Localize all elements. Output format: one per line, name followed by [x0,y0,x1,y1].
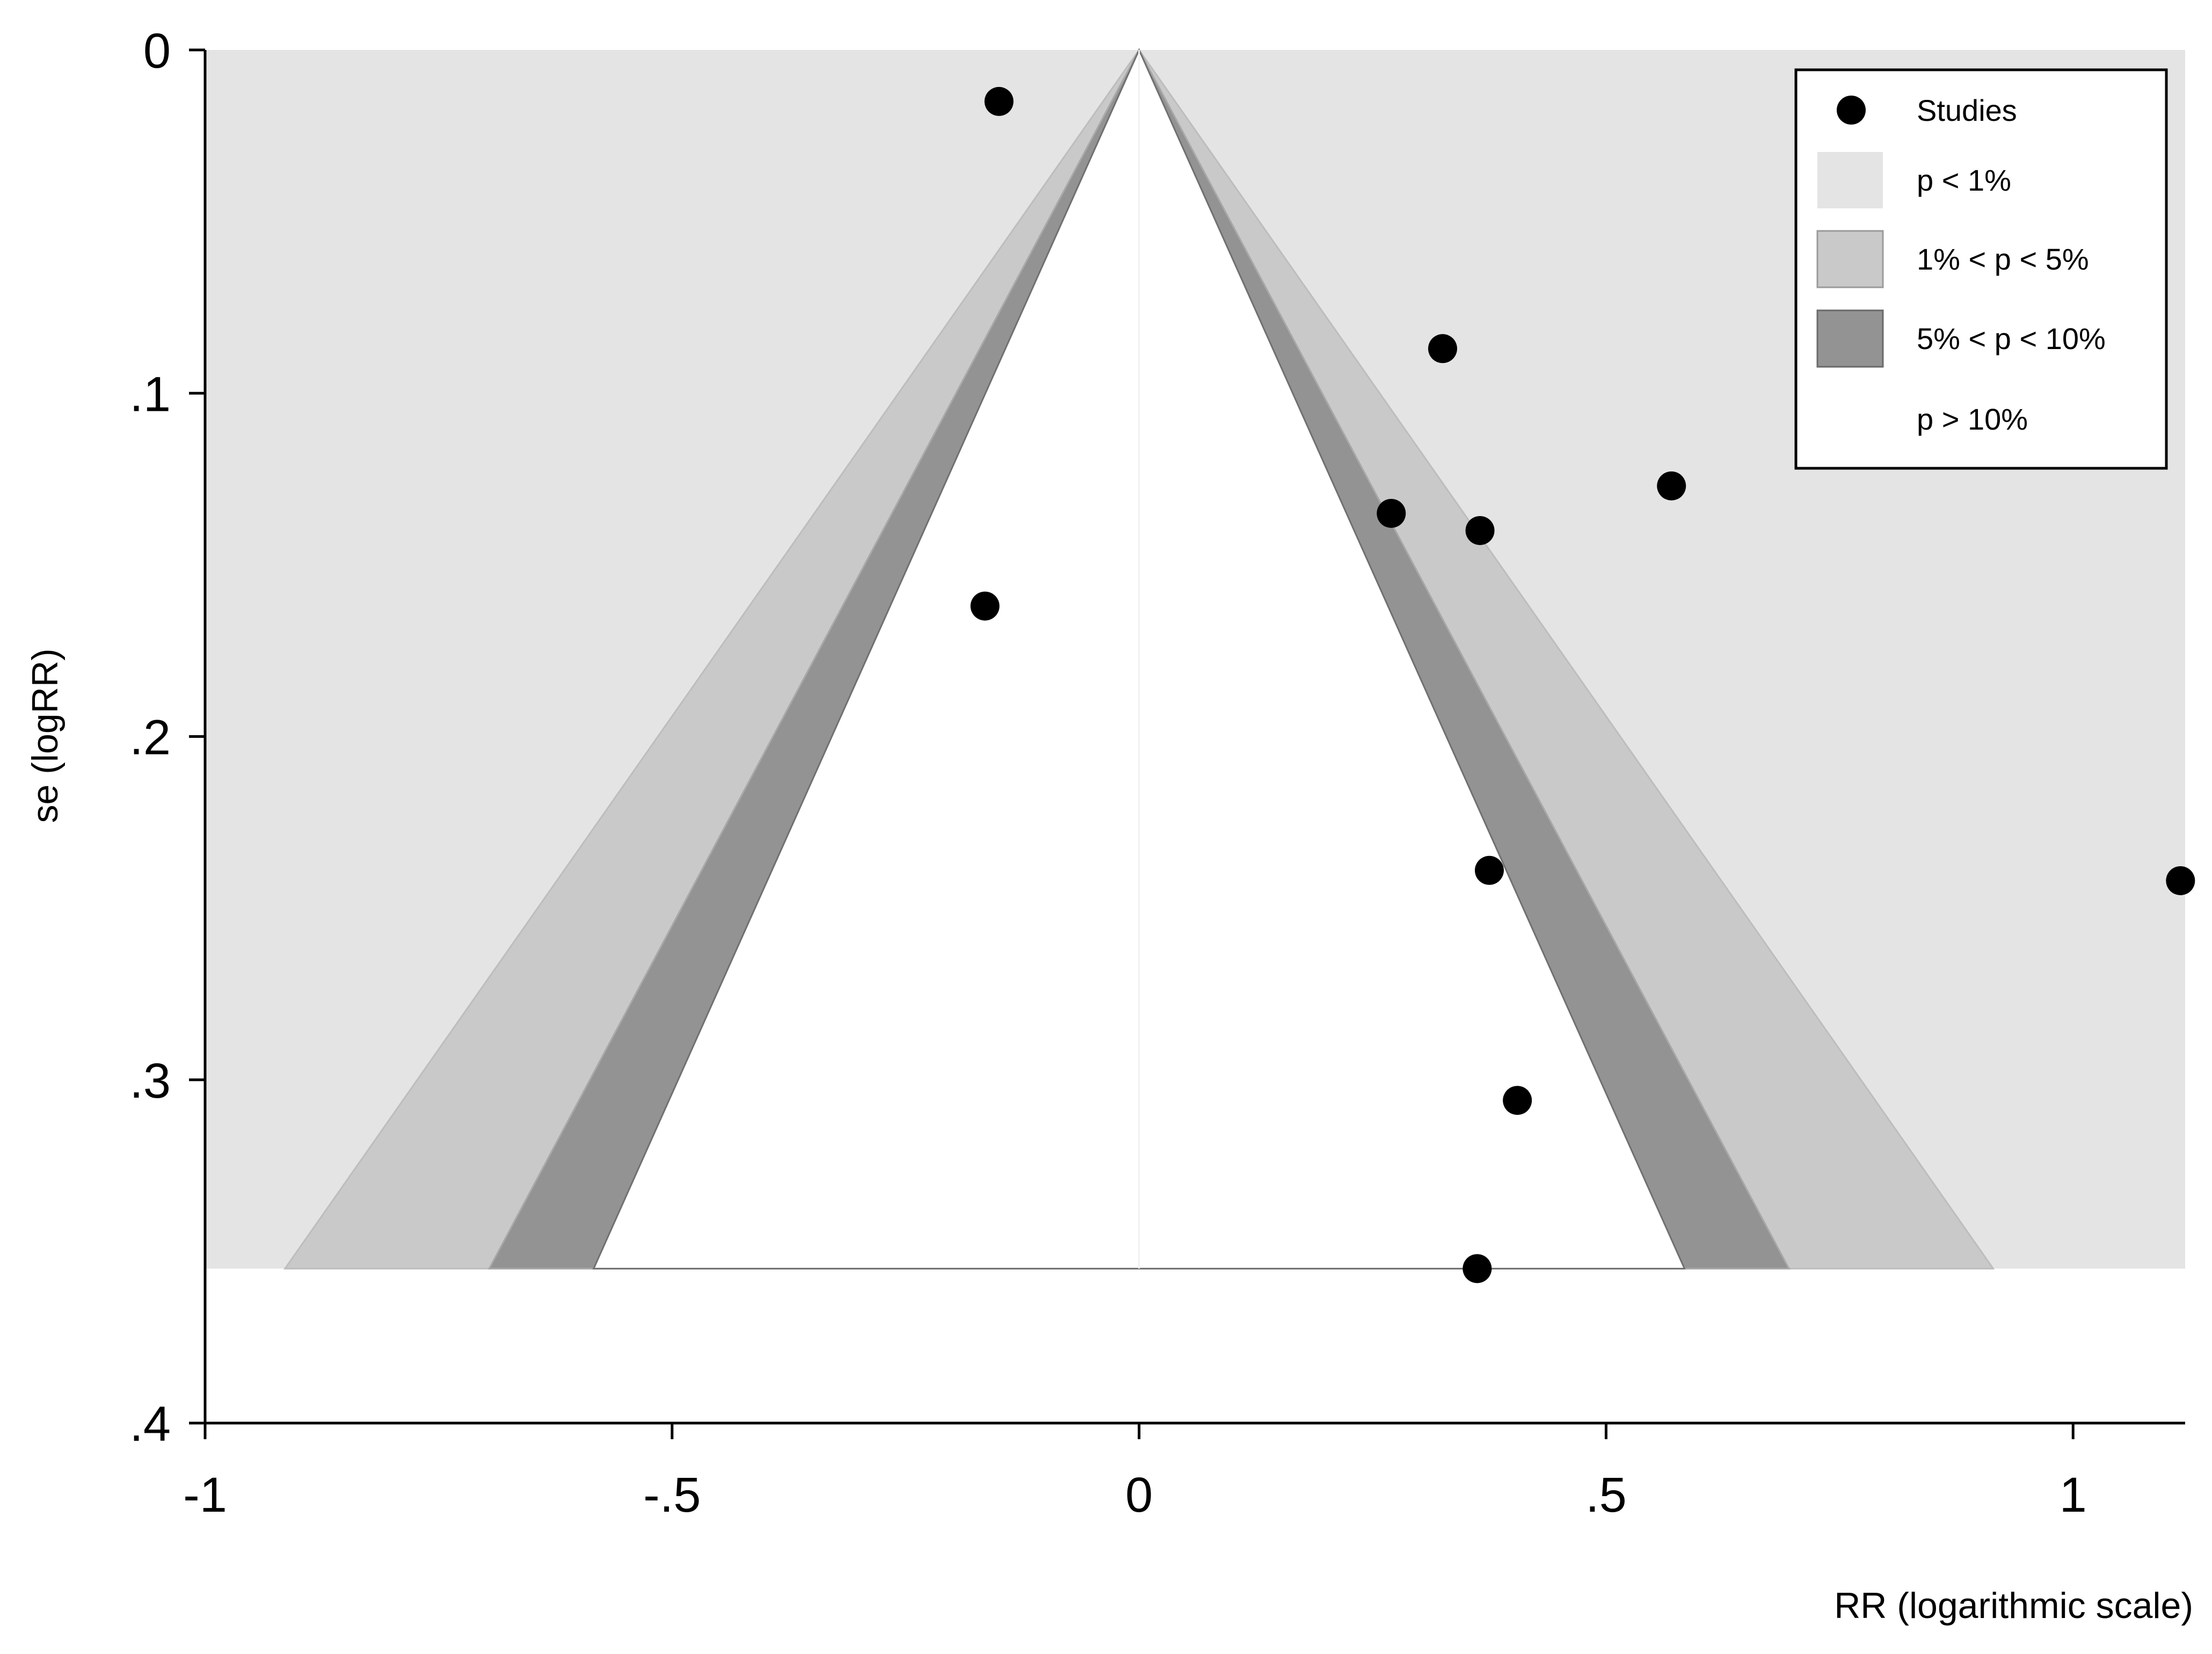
legend-label-p1: p < 1% [1917,163,2011,197]
y-tick-label: 0 [143,24,171,78]
study-point [2166,866,2195,895]
y-tick-label: .3 [129,1054,171,1108]
legend-label-studies: Studies [1917,93,2017,127]
legend-label-pgt10: p > 10% [1917,402,2028,436]
legend-label-p10: 5% < p < 10% [1917,322,2106,356]
legend-swatch-p1 [1817,152,1883,208]
y-axis-title: se (logRR) [25,649,66,823]
x-axis-title: RR (logarithmic scale) [1834,1585,2193,1626]
study-point [984,86,1014,116]
legend-studies-marker [1837,96,1866,125]
study-point [1503,1086,1532,1115]
legend-swatch-p5 [1816,230,1884,288]
study-point [1377,498,1406,528]
x-axis-ticks: -1 -.5 0 .5 1 [183,1423,2087,1522]
study-points [970,86,2195,1283]
legend-swatch-p10 [1816,309,1884,368]
y-tick-label: .1 [129,367,171,422]
y-axis-ticks: 0 .1 .2 .3 .4 [129,24,205,1452]
x-tick-label: .5 [1585,1468,1627,1522]
x-tick-label: -1 [183,1468,227,1522]
study-point [1428,334,1457,364]
y-tick-label: .4 [129,1397,171,1452]
study-point [1657,471,1686,500]
legend-label-p5: 1% < p < 5% [1917,242,2089,276]
study-point [1465,516,1495,545]
study-point [970,591,1000,621]
x-tick-label: 0 [1125,1468,1153,1522]
legend: Studies p < 1% 1% < p < 5% 5% < p < 10% … [1794,68,2168,470]
x-tick-label: -.5 [643,1468,701,1522]
study-point [1474,855,1504,885]
study-point [1462,1254,1492,1283]
y-tick-label: .2 [129,710,171,765]
x-tick-label: 1 [2060,1468,2087,1522]
